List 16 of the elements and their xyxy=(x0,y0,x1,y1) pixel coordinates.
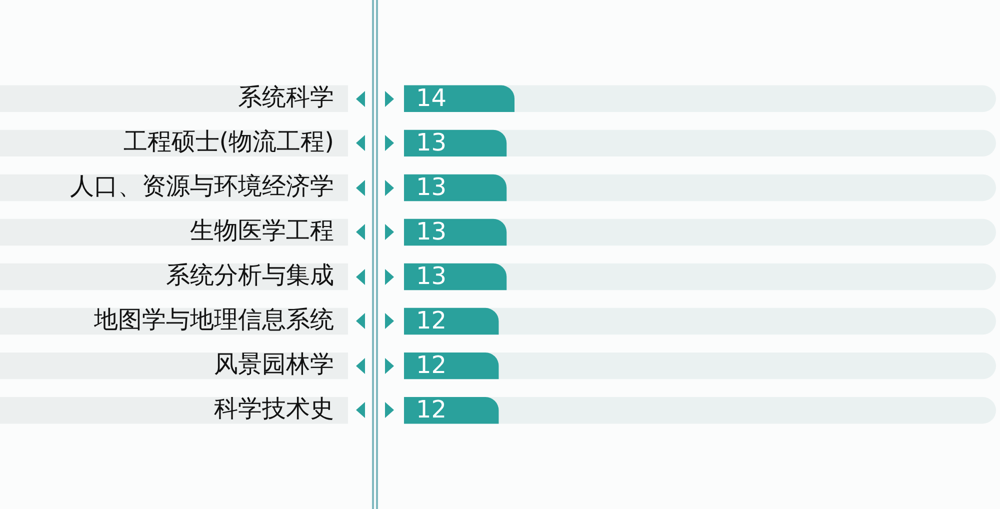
data-label: 12 xyxy=(416,306,447,335)
y-tick-label: 人口、资源与环境经济学 xyxy=(70,172,334,200)
data-label: 12 xyxy=(416,396,447,424)
data-label: 12 xyxy=(416,351,447,380)
y-tick-label: 生物医学工程 xyxy=(190,216,334,244)
data-label: 13 xyxy=(416,172,447,201)
y-tick-label: 地图学与地理信息系统 xyxy=(93,306,334,334)
y-tick-label: 系统科学 xyxy=(238,82,334,111)
y-tick-label: 风景园林学 xyxy=(214,350,334,378)
y-tick-label: 系统分析与集成 xyxy=(166,260,334,289)
data-label: 13 xyxy=(416,262,447,290)
data-label: 13 xyxy=(416,217,447,246)
data-label: 14 xyxy=(416,84,447,112)
y-tick-label: 工程硕士(物流工程) xyxy=(123,127,334,156)
data-label: 13 xyxy=(416,128,447,156)
y-tick-label: 科学技术史 xyxy=(214,394,334,423)
